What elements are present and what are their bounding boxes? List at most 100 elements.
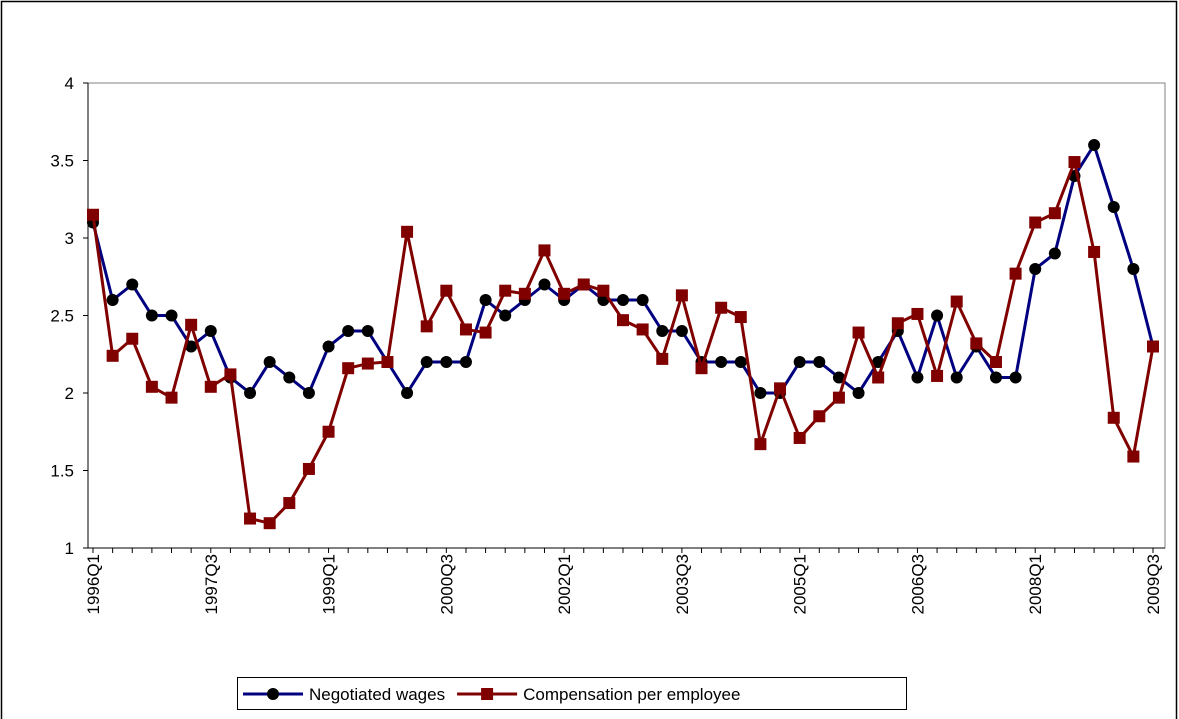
point bbox=[420, 356, 433, 368]
point bbox=[832, 371, 845, 384]
point bbox=[459, 323, 472, 336]
point bbox=[911, 371, 924, 384]
point bbox=[126, 332, 139, 345]
point bbox=[656, 352, 669, 365]
point bbox=[1029, 263, 1042, 275]
point bbox=[950, 295, 963, 308]
point bbox=[558, 287, 571, 300]
point bbox=[577, 278, 590, 291]
legend-marker bbox=[267, 688, 279, 700]
point bbox=[1088, 139, 1101, 151]
point bbox=[283, 371, 296, 384]
point bbox=[263, 356, 276, 368]
x-tick-label: 1996Q1 bbox=[84, 554, 103, 615]
y-tick-label: 3.5 bbox=[50, 152, 74, 171]
point bbox=[440, 356, 453, 368]
point bbox=[793, 431, 806, 444]
point bbox=[1088, 245, 1101, 258]
point bbox=[126, 278, 139, 291]
point bbox=[852, 326, 865, 339]
point bbox=[617, 314, 629, 327]
point bbox=[479, 326, 492, 339]
point bbox=[970, 337, 983, 350]
point bbox=[813, 410, 826, 423]
point bbox=[1127, 263, 1140, 275]
legend-label: Negotiated wages bbox=[309, 685, 445, 704]
point bbox=[931, 369, 944, 382]
point bbox=[185, 340, 198, 353]
y-tick-label: 3 bbox=[65, 229, 74, 248]
point bbox=[715, 356, 728, 368]
point bbox=[715, 301, 728, 314]
series bbox=[87, 156, 1159, 530]
line bbox=[91, 156, 1155, 525]
point bbox=[244, 387, 257, 399]
point bbox=[734, 311, 747, 324]
line bbox=[91, 141, 1155, 396]
point bbox=[1107, 411, 1120, 424]
x-tick-label: 2008Q1 bbox=[1026, 554, 1045, 615]
point bbox=[106, 294, 119, 306]
point bbox=[1009, 267, 1022, 280]
y-tick-label: 1 bbox=[65, 539, 74, 558]
point bbox=[911, 307, 924, 320]
point bbox=[499, 284, 512, 297]
point bbox=[950, 371, 963, 384]
point bbox=[832, 391, 845, 404]
point bbox=[813, 356, 826, 368]
x-tick-label: 2002Q1 bbox=[555, 554, 574, 615]
point bbox=[695, 362, 708, 375]
point bbox=[87, 208, 99, 221]
point bbox=[675, 289, 688, 302]
point bbox=[1127, 450, 1140, 463]
y-tick-label: 4 bbox=[65, 74, 74, 93]
point bbox=[989, 371, 1002, 384]
point bbox=[401, 387, 414, 399]
point bbox=[675, 325, 688, 337]
point bbox=[361, 325, 374, 337]
point bbox=[145, 380, 158, 393]
point bbox=[1068, 156, 1081, 169]
x-tick-label: 2003Q3 bbox=[673, 554, 692, 615]
point bbox=[518, 287, 531, 300]
point bbox=[931, 309, 944, 322]
point bbox=[1048, 247, 1061, 260]
point bbox=[852, 387, 865, 399]
point bbox=[322, 340, 335, 353]
point bbox=[1048, 207, 1061, 220]
point bbox=[185, 318, 198, 331]
point bbox=[342, 325, 355, 337]
point bbox=[989, 356, 1002, 368]
point bbox=[420, 320, 433, 333]
point bbox=[165, 391, 178, 404]
point bbox=[1107, 201, 1120, 213]
point bbox=[617, 294, 629, 306]
point bbox=[342, 362, 355, 375]
point bbox=[204, 380, 217, 393]
y-tick-label: 2.5 bbox=[50, 307, 74, 326]
point bbox=[145, 309, 158, 322]
point bbox=[734, 356, 747, 368]
point bbox=[440, 284, 453, 297]
point bbox=[302, 387, 315, 399]
point bbox=[361, 357, 374, 370]
point bbox=[754, 438, 767, 451]
x-tick-label: 2005Q1 bbox=[791, 554, 810, 615]
x-tick-label: 1999Q1 bbox=[320, 554, 339, 615]
point bbox=[1029, 216, 1042, 229]
legend-label: Compensation per employee bbox=[523, 685, 740, 704]
point bbox=[204, 325, 217, 337]
point bbox=[244, 512, 257, 525]
point bbox=[401, 225, 414, 238]
point bbox=[891, 317, 904, 330]
point bbox=[793, 356, 806, 368]
point bbox=[636, 294, 649, 306]
point bbox=[754, 387, 767, 399]
x-tick-label: 2000Q3 bbox=[437, 554, 456, 615]
legend: Negotiated wages Compensation per employe… bbox=[237, 677, 907, 710]
x-tick-label: 1997Q3 bbox=[202, 554, 221, 615]
point bbox=[1147, 340, 1159, 353]
point bbox=[636, 323, 649, 336]
